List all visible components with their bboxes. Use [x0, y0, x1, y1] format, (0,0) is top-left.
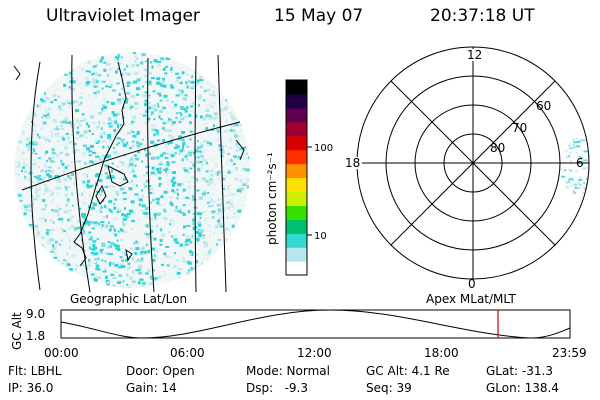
colorbar-band: [286, 107, 307, 123]
timeline-ytick-top: 9.0: [26, 307, 45, 321]
colorbar-band: [286, 177, 307, 193]
mlt-label-6: 6: [576, 156, 584, 170]
altitude-curve: [60, 309, 571, 339]
grid-lines: [21, 54, 241, 293]
status-seq: Seq: 39: [366, 381, 412, 395]
status-door: Door: Open: [126, 364, 195, 378]
polar-plot: 12 18 6 0 60 70 80: [344, 46, 590, 291]
status-gain: Gain: 14: [126, 381, 177, 395]
colorbar-band: [286, 233, 307, 248]
coastline: [73, 61, 133, 267]
timeline-xtick-0600: 06:00: [170, 346, 205, 360]
timeline-xtick-1800: 18:00: [424, 346, 459, 360]
timeline-xtick-1200: 12:00: [297, 346, 332, 360]
colorbar-gradient: [286, 80, 307, 276]
lat-label-70: 70: [512, 121, 527, 135]
colorbar-band: [286, 163, 307, 179]
status-ip: IP: 36.0: [8, 381, 54, 395]
colorbar-band: [286, 191, 307, 206]
timeline-ylabel: GC Alt: [10, 312, 24, 350]
geo-panel-label: Geographic Lat/Lon: [70, 292, 188, 306]
colorbar-axis-label: photon cm⁻²s⁻¹: [265, 152, 279, 245]
status-mode: Mode: Normal: [246, 364, 330, 378]
colorbar-band: [286, 261, 307, 276]
colorbar-tick-label-100: 100: [314, 143, 333, 154]
status-dsp: Dsp: -9.3: [246, 381, 309, 395]
mlt-label-18: 18: [345, 156, 360, 170]
status-gc-alt: GC Alt: 4.1 Re: [366, 364, 450, 378]
altitude-timeline: GC Alt 9.0 1.8: [10, 307, 571, 350]
polar-panel-label: Apex MLat/MLT: [426, 292, 516, 306]
colorbar-band: [286, 135, 307, 151]
lat-label-60: 60: [536, 99, 551, 113]
status-glon: GLon: 138.4: [486, 381, 559, 395]
status-glat: GLat: -31.3: [486, 364, 553, 378]
coastline-east: [235, 139, 245, 161]
geographic-image: [13, 52, 250, 293]
colorbar-band: [286, 80, 307, 95]
coastline-nw: [13, 65, 21, 81]
polar-line-diag2: [390, 80, 556, 246]
lat-label-80: 80: [490, 141, 505, 155]
colorbar-band: [286, 205, 307, 220]
time-label: 20:37:18 UT: [430, 6, 535, 26]
colorbar-band: [286, 149, 307, 165]
colorbar-band: [286, 247, 307, 262]
colorbar-frame: [285, 79, 308, 276]
colorbar-band: [286, 93, 307, 109]
timeline-xtick-2359: 23:59: [552, 346, 587, 360]
instrument-title: Ultraviolet Imager: [46, 6, 200, 26]
colorbar: 100 10 photon cm⁻²s⁻¹: [265, 79, 333, 276]
colorbar-tick-label-10: 10: [314, 231, 327, 242]
colorbar-band: [286, 219, 307, 234]
mlt-label-0: 0: [468, 277, 476, 291]
aurora-speckles: [15, 52, 250, 288]
timeline-xtick-0000: 00:00: [44, 346, 79, 360]
colorbar-band: [286, 121, 307, 137]
status-filter: Flt: LBHL: [8, 364, 62, 378]
date-label: 15 May 07: [274, 6, 364, 26]
timeline-ytick-bottom: 1.8: [26, 329, 45, 343]
mlt-label-12: 12: [467, 48, 482, 62]
